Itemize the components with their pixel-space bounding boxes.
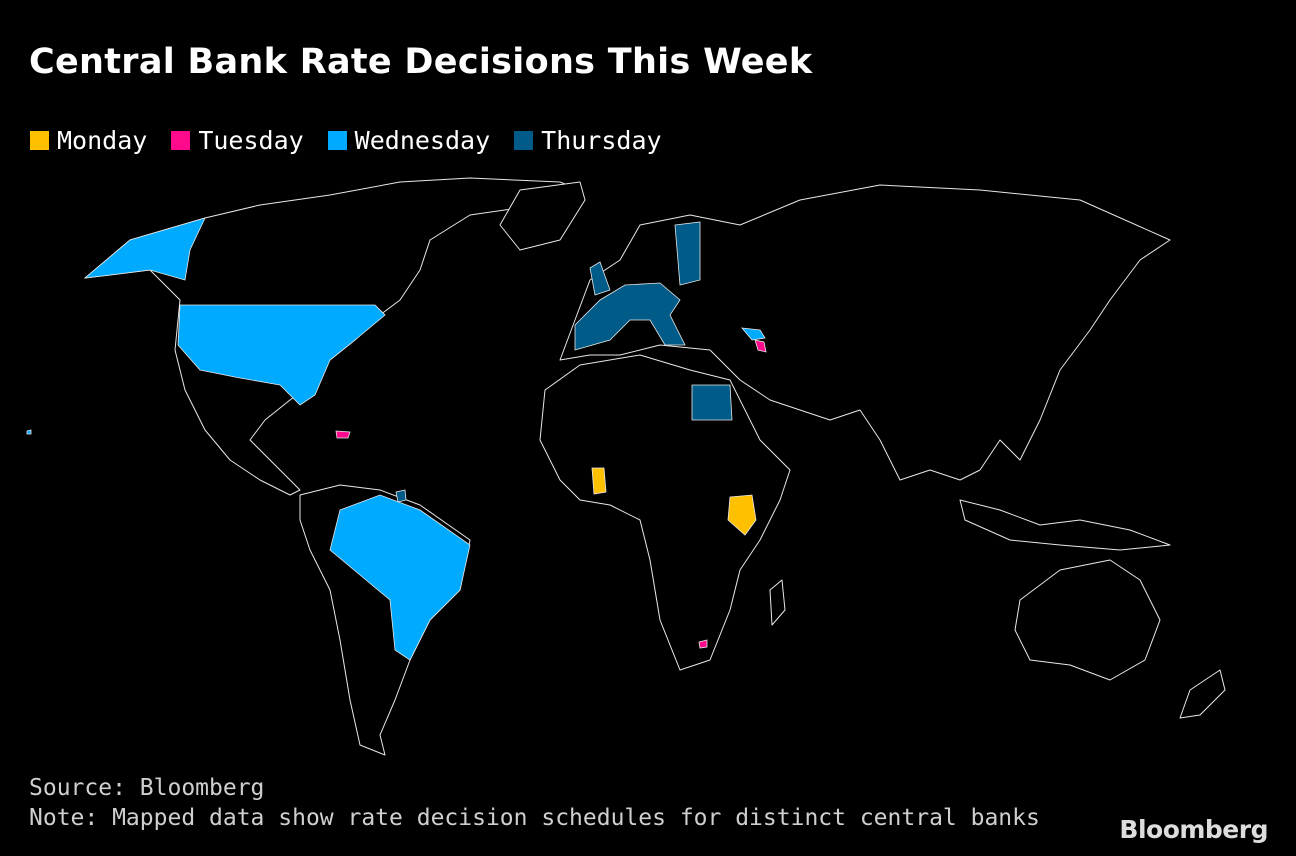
region-united-kingdom bbox=[589, 261, 611, 296]
legend: Monday Tuesday Wednesday Thursday bbox=[30, 126, 662, 155]
region-ghana bbox=[591, 467, 607, 495]
legend-item-tuesday: Tuesday bbox=[171, 126, 304, 155]
region-armenia bbox=[754, 339, 767, 353]
land-indonesia bbox=[959, 499, 1171, 551]
region-dominican-republic bbox=[335, 430, 351, 439]
legend-label: Tuesday bbox=[198, 126, 304, 155]
legend-swatch bbox=[30, 131, 49, 150]
region-guyana bbox=[395, 489, 407, 503]
region-alaska bbox=[83, 217, 206, 281]
land-australia bbox=[1014, 559, 1161, 681]
legend-label: Thursday bbox=[541, 126, 662, 155]
legend-item-wednesday: Wednesday bbox=[327, 126, 491, 155]
legend-item-monday: Monday bbox=[30, 126, 147, 155]
region-egypt bbox=[691, 384, 733, 421]
land-greenland bbox=[499, 181, 586, 251]
land-new-zealand bbox=[1179, 669, 1226, 719]
region-hawaii bbox=[26, 429, 32, 435]
region-brazil bbox=[329, 494, 471, 661]
chart-title: Central Bank Rate Decisions This Week bbox=[29, 42, 813, 82]
region-eurozone bbox=[574, 282, 686, 351]
legend-label: Monday bbox=[57, 126, 148, 155]
region-lesotho bbox=[698, 639, 708, 649]
legend-swatch bbox=[327, 131, 347, 150]
land-eurasia bbox=[559, 184, 1171, 481]
bloomberg-logo: Bloomberg bbox=[1119, 815, 1268, 844]
source-text: Source: Bloomberg bbox=[29, 775, 265, 801]
legend-swatch bbox=[171, 131, 191, 150]
note-text: Note: Mapped data show rate decision sch… bbox=[29, 805, 1040, 831]
legend-item-thursday: Thursday bbox=[514, 126, 662, 155]
land-africa bbox=[539, 354, 791, 671]
region-georgia bbox=[741, 327, 766, 341]
region-kenya bbox=[727, 494, 757, 536]
legend-swatch bbox=[514, 131, 534, 150]
region-united-states bbox=[177, 304, 386, 406]
legend-label: Wednesday bbox=[354, 126, 491, 155]
land-madagascar bbox=[769, 579, 786, 626]
region-finland-baltics bbox=[674, 221, 701, 286]
